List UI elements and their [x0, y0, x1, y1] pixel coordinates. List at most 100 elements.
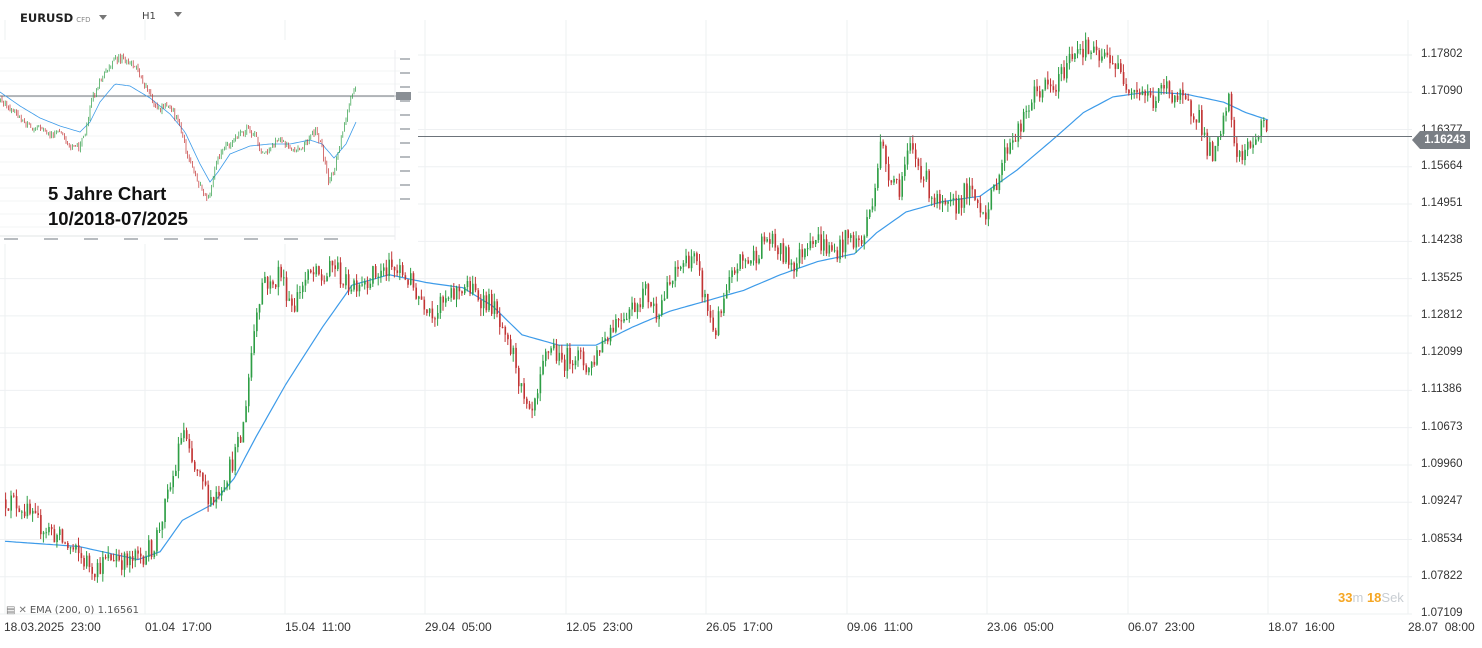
candle-up — [536, 388, 539, 405]
candle-up — [869, 209, 871, 219]
candle-down — [1168, 80, 1171, 99]
candle-down — [453, 283, 455, 300]
candle-up — [102, 550, 104, 582]
y-tick-label: 1.09247 — [1421, 495, 1463, 508]
x-tick-label: 26.05 17:00 — [706, 620, 773, 634]
candle-down — [896, 178, 898, 184]
candle-up — [1009, 138, 1011, 155]
candle-down — [572, 360, 574, 374]
candle-up — [998, 173, 1001, 194]
candle-up — [56, 533, 58, 548]
candle-up — [1203, 127, 1206, 138]
candle-down — [415, 283, 417, 300]
candle-down — [696, 251, 698, 266]
candle-up — [1031, 99, 1033, 111]
candle-up — [982, 211, 984, 215]
candle-down — [515, 342, 517, 374]
candle-down — [547, 350, 550, 360]
candle-up — [1198, 104, 1200, 123]
y-tick-label: 1.12099 — [1421, 346, 1463, 359]
inset-y-tick — [400, 114, 410, 116]
candle-up — [115, 548, 118, 568]
candle-up — [644, 281, 647, 296]
candle-down — [1109, 47, 1111, 69]
candle-up — [1058, 67, 1060, 99]
candle-up — [941, 194, 944, 212]
candle-up — [685, 248, 687, 267]
candle-down — [401, 262, 404, 277]
candle-up — [304, 271, 307, 293]
candle-down — [898, 173, 901, 200]
candle-up — [601, 337, 604, 353]
candle-down — [701, 267, 704, 303]
candle-up — [1238, 150, 1241, 162]
timeframe-selector[interactable]: H1 — [142, 11, 182, 22]
candle-down — [18, 505, 21, 513]
x-tick-label: 12.05 23:00 — [566, 620, 633, 634]
y-tick-label: 1.07822 — [1421, 569, 1463, 582]
inset-y-tick — [400, 198, 410, 200]
candle-up — [175, 464, 177, 477]
candle-up — [169, 482, 172, 492]
inset-y-tick — [400, 170, 410, 172]
close-icon[interactable]: ✕ — [18, 605, 27, 616]
candle-up — [666, 275, 669, 299]
candle-up — [545, 348, 547, 367]
y-tick-label: 1.15664 — [1421, 159, 1463, 172]
candle-up — [790, 259, 793, 272]
candle-up — [153, 550, 156, 560]
candle-up — [167, 484, 169, 503]
indicator-legend-text: EMA (200, 0) 1.16561 — [29, 605, 139, 616]
candle-down — [331, 260, 334, 273]
symbol-label: EURUSD — [20, 11, 74, 25]
symbol-selector[interactable]: EURUSD CFD — [20, 11, 107, 25]
candle-down — [852, 231, 855, 250]
candle-down — [83, 555, 85, 570]
candle-up — [134, 548, 137, 568]
y-tick-label: 1.13525 — [1421, 271, 1463, 284]
candle-down — [890, 179, 893, 186]
candle-down — [391, 251, 393, 270]
candle-down — [496, 298, 498, 318]
inset-x-tick — [4, 238, 18, 240]
candle-down — [461, 290, 463, 296]
candle-down — [474, 276, 477, 293]
candle-up — [1017, 121, 1020, 148]
inset-x-tick — [124, 238, 138, 240]
candle-up — [609, 324, 612, 346]
candle-up — [123, 551, 126, 578]
candle-up — [968, 177, 971, 206]
candle-up — [1060, 63, 1063, 82]
candle-down — [64, 541, 66, 545]
candle-up — [512, 345, 515, 362]
candle-down — [917, 157, 920, 171]
chevron-down-icon[interactable] — [173, 12, 182, 17]
candle-down — [385, 259, 388, 281]
candle-down — [53, 524, 56, 543]
candle-up — [269, 275, 272, 294]
candle-up — [539, 366, 542, 402]
inset-y-tick — [400, 156, 410, 158]
candle-down — [434, 316, 436, 327]
candle-up — [642, 281, 644, 310]
candle-up — [682, 260, 685, 274]
candle-down — [1201, 105, 1203, 141]
candle-down — [34, 503, 37, 514]
candle-down — [1171, 90, 1173, 104]
y-tick-label: 1.10673 — [1421, 420, 1463, 433]
candle-down — [13, 492, 15, 498]
candle-up — [1217, 136, 1219, 152]
candle-up — [59, 526, 61, 541]
candle-down — [218, 485, 220, 500]
chevron-down-icon[interactable] — [98, 15, 107, 20]
candle-down — [1071, 46, 1074, 62]
candle-up — [1103, 49, 1106, 59]
candle-down — [396, 264, 399, 277]
settings-icon[interactable]: ▤ — [6, 605, 16, 616]
candle-up — [615, 314, 617, 334]
candle-down — [1036, 79, 1038, 97]
candle-up — [234, 443, 237, 476]
candle-down — [121, 552, 123, 576]
candle-down — [1211, 140, 1214, 162]
candle-down — [1106, 44, 1109, 58]
